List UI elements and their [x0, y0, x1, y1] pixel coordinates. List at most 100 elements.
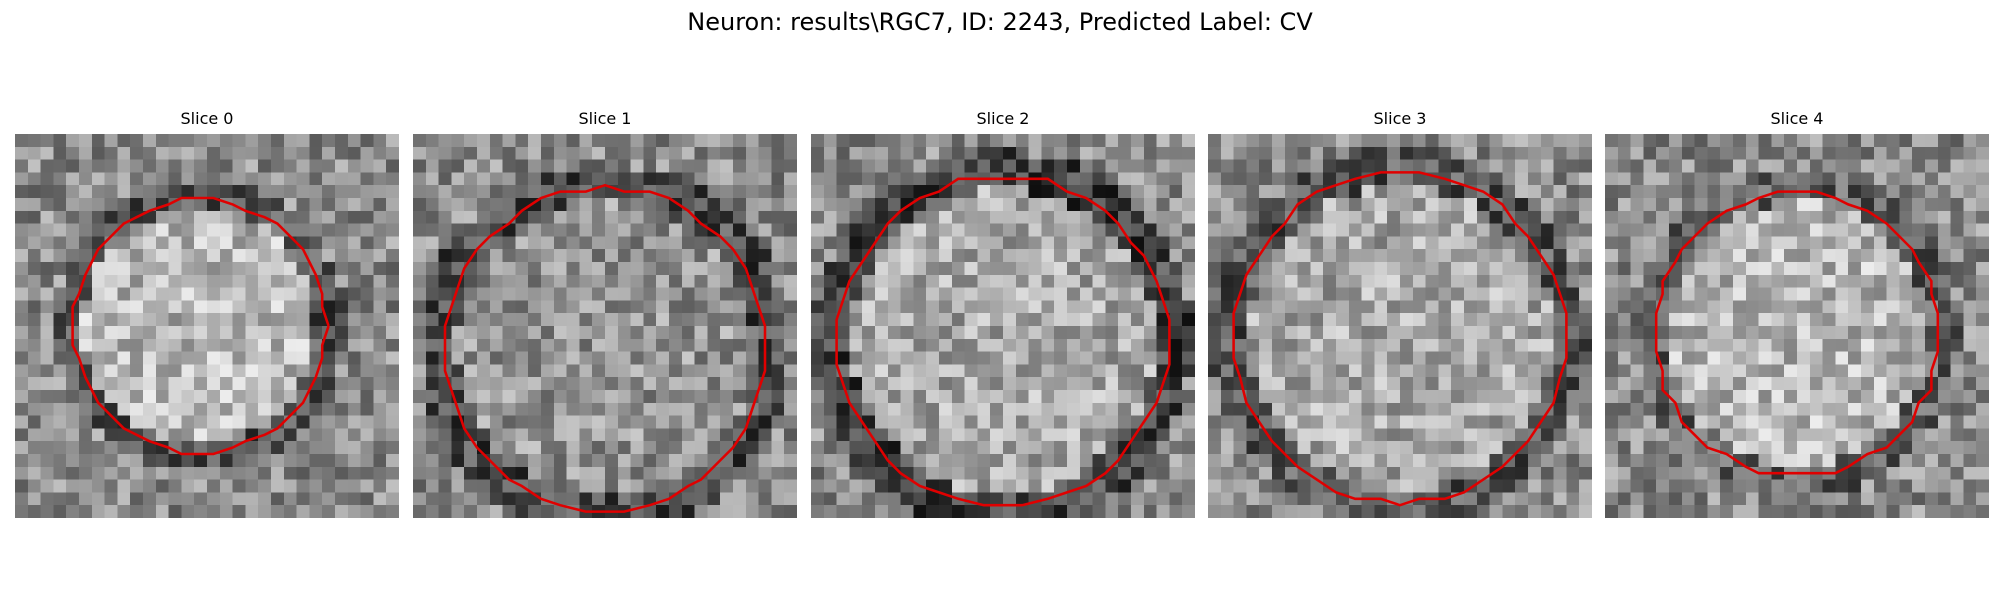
image-pixel — [1886, 146, 1900, 160]
image-pixel — [296, 415, 310, 429]
image-pixel — [515, 134, 529, 148]
image-pixel — [1374, 505, 1388, 518]
image-pixel — [1797, 479, 1811, 493]
image-pixel — [1694, 454, 1708, 468]
image-pixel — [1745, 338, 1759, 352]
image-pixel — [79, 351, 93, 365]
image-pixel — [53, 146, 67, 160]
image-pixel — [1131, 274, 1145, 288]
image-pixel — [1835, 210, 1849, 224]
image-pixel — [1156, 454, 1170, 468]
image-pixel — [1822, 300, 1836, 314]
image-pixel — [1143, 159, 1157, 173]
image-pixel — [1131, 351, 1145, 365]
image-pixel — [1489, 326, 1503, 340]
slice-image-0 — [15, 134, 399, 518]
image-pixel — [1912, 134, 1926, 148]
image-pixel — [1797, 146, 1811, 160]
image-pixel — [1579, 351, 1592, 365]
image-pixel — [1323, 262, 1337, 276]
image-pixel — [271, 351, 285, 365]
image-pixel — [451, 198, 465, 212]
image-pixel — [1681, 223, 1695, 237]
image-pixel — [309, 223, 323, 237]
image-pixel — [811, 210, 825, 224]
image-pixel — [232, 351, 246, 365]
image-pixel — [1079, 402, 1093, 416]
image-pixel — [502, 377, 516, 391]
image-pixel — [605, 441, 619, 455]
image-pixel — [1169, 223, 1183, 237]
image-pixel — [232, 390, 246, 404]
image-pixel — [1605, 326, 1619, 340]
image-pixel — [1208, 466, 1222, 480]
image-pixel — [1694, 390, 1708, 404]
image-pixel — [964, 364, 978, 378]
image-pixel — [1131, 249, 1145, 263]
image-pixel — [887, 492, 901, 506]
image-pixel — [1131, 300, 1145, 314]
image-pixel — [91, 466, 105, 480]
image-pixel — [1067, 146, 1081, 160]
image-pixel — [1515, 300, 1529, 314]
image-pixel — [939, 441, 953, 455]
image-pixel — [836, 415, 850, 429]
image-pixel — [913, 185, 927, 199]
image-pixel — [1566, 505, 1580, 518]
image-pixel — [784, 249, 797, 263]
image-pixel — [1451, 313, 1465, 327]
image-pixel — [1937, 415, 1951, 429]
image-pixel — [707, 492, 721, 506]
image-pixel — [1208, 402, 1222, 416]
image-pixel — [1169, 441, 1183, 455]
image-pixel — [862, 300, 876, 314]
image-pixel — [1220, 236, 1234, 250]
image-pixel — [900, 223, 914, 237]
image-pixel — [977, 198, 991, 212]
image-pixel — [245, 236, 259, 250]
image-pixel — [1605, 364, 1619, 378]
image-pixel — [130, 236, 144, 250]
image-pixel — [347, 390, 361, 404]
image-pixel — [1937, 134, 1951, 148]
image-pixel — [1835, 172, 1849, 186]
image-pixel — [322, 236, 336, 250]
image-pixel — [258, 146, 272, 160]
image-pixel — [1733, 505, 1747, 518]
image-pixel — [733, 377, 747, 391]
image-pixel — [360, 210, 374, 224]
image-pixel — [168, 134, 182, 148]
image-pixel — [1566, 300, 1580, 314]
image-pixel — [977, 428, 991, 442]
image-pixel — [296, 210, 310, 224]
image-pixel — [1771, 479, 1785, 493]
image-pixel — [271, 236, 285, 250]
image-pixel — [1220, 364, 1234, 378]
image-pixel — [1886, 287, 1900, 301]
image-pixel — [168, 223, 182, 237]
image-pixel — [1861, 249, 1875, 263]
image-pixel — [1412, 249, 1426, 263]
image-pixel — [335, 364, 349, 378]
image-pixel — [1476, 415, 1490, 429]
image-pixel — [977, 223, 991, 237]
image-pixel — [1707, 172, 1721, 186]
image-pixel — [926, 377, 940, 391]
image-pixel — [283, 415, 297, 429]
image-pixel — [1707, 159, 1721, 173]
image-pixel — [413, 390, 427, 404]
image-pixel — [643, 377, 657, 391]
image-pixel — [373, 300, 387, 314]
image-pixel — [1809, 287, 1823, 301]
image-pixel — [771, 351, 785, 365]
image-pixel — [1528, 146, 1542, 160]
image-pixel — [707, 185, 721, 199]
image-pixel — [15, 236, 29, 250]
image-pixel — [451, 466, 465, 480]
image-pixel — [784, 505, 797, 518]
image-pixel — [1387, 415, 1401, 429]
image-pixel — [283, 287, 297, 301]
image-pixel — [1208, 454, 1222, 468]
image-pixel — [1336, 274, 1350, 288]
image-pixel — [477, 338, 491, 352]
